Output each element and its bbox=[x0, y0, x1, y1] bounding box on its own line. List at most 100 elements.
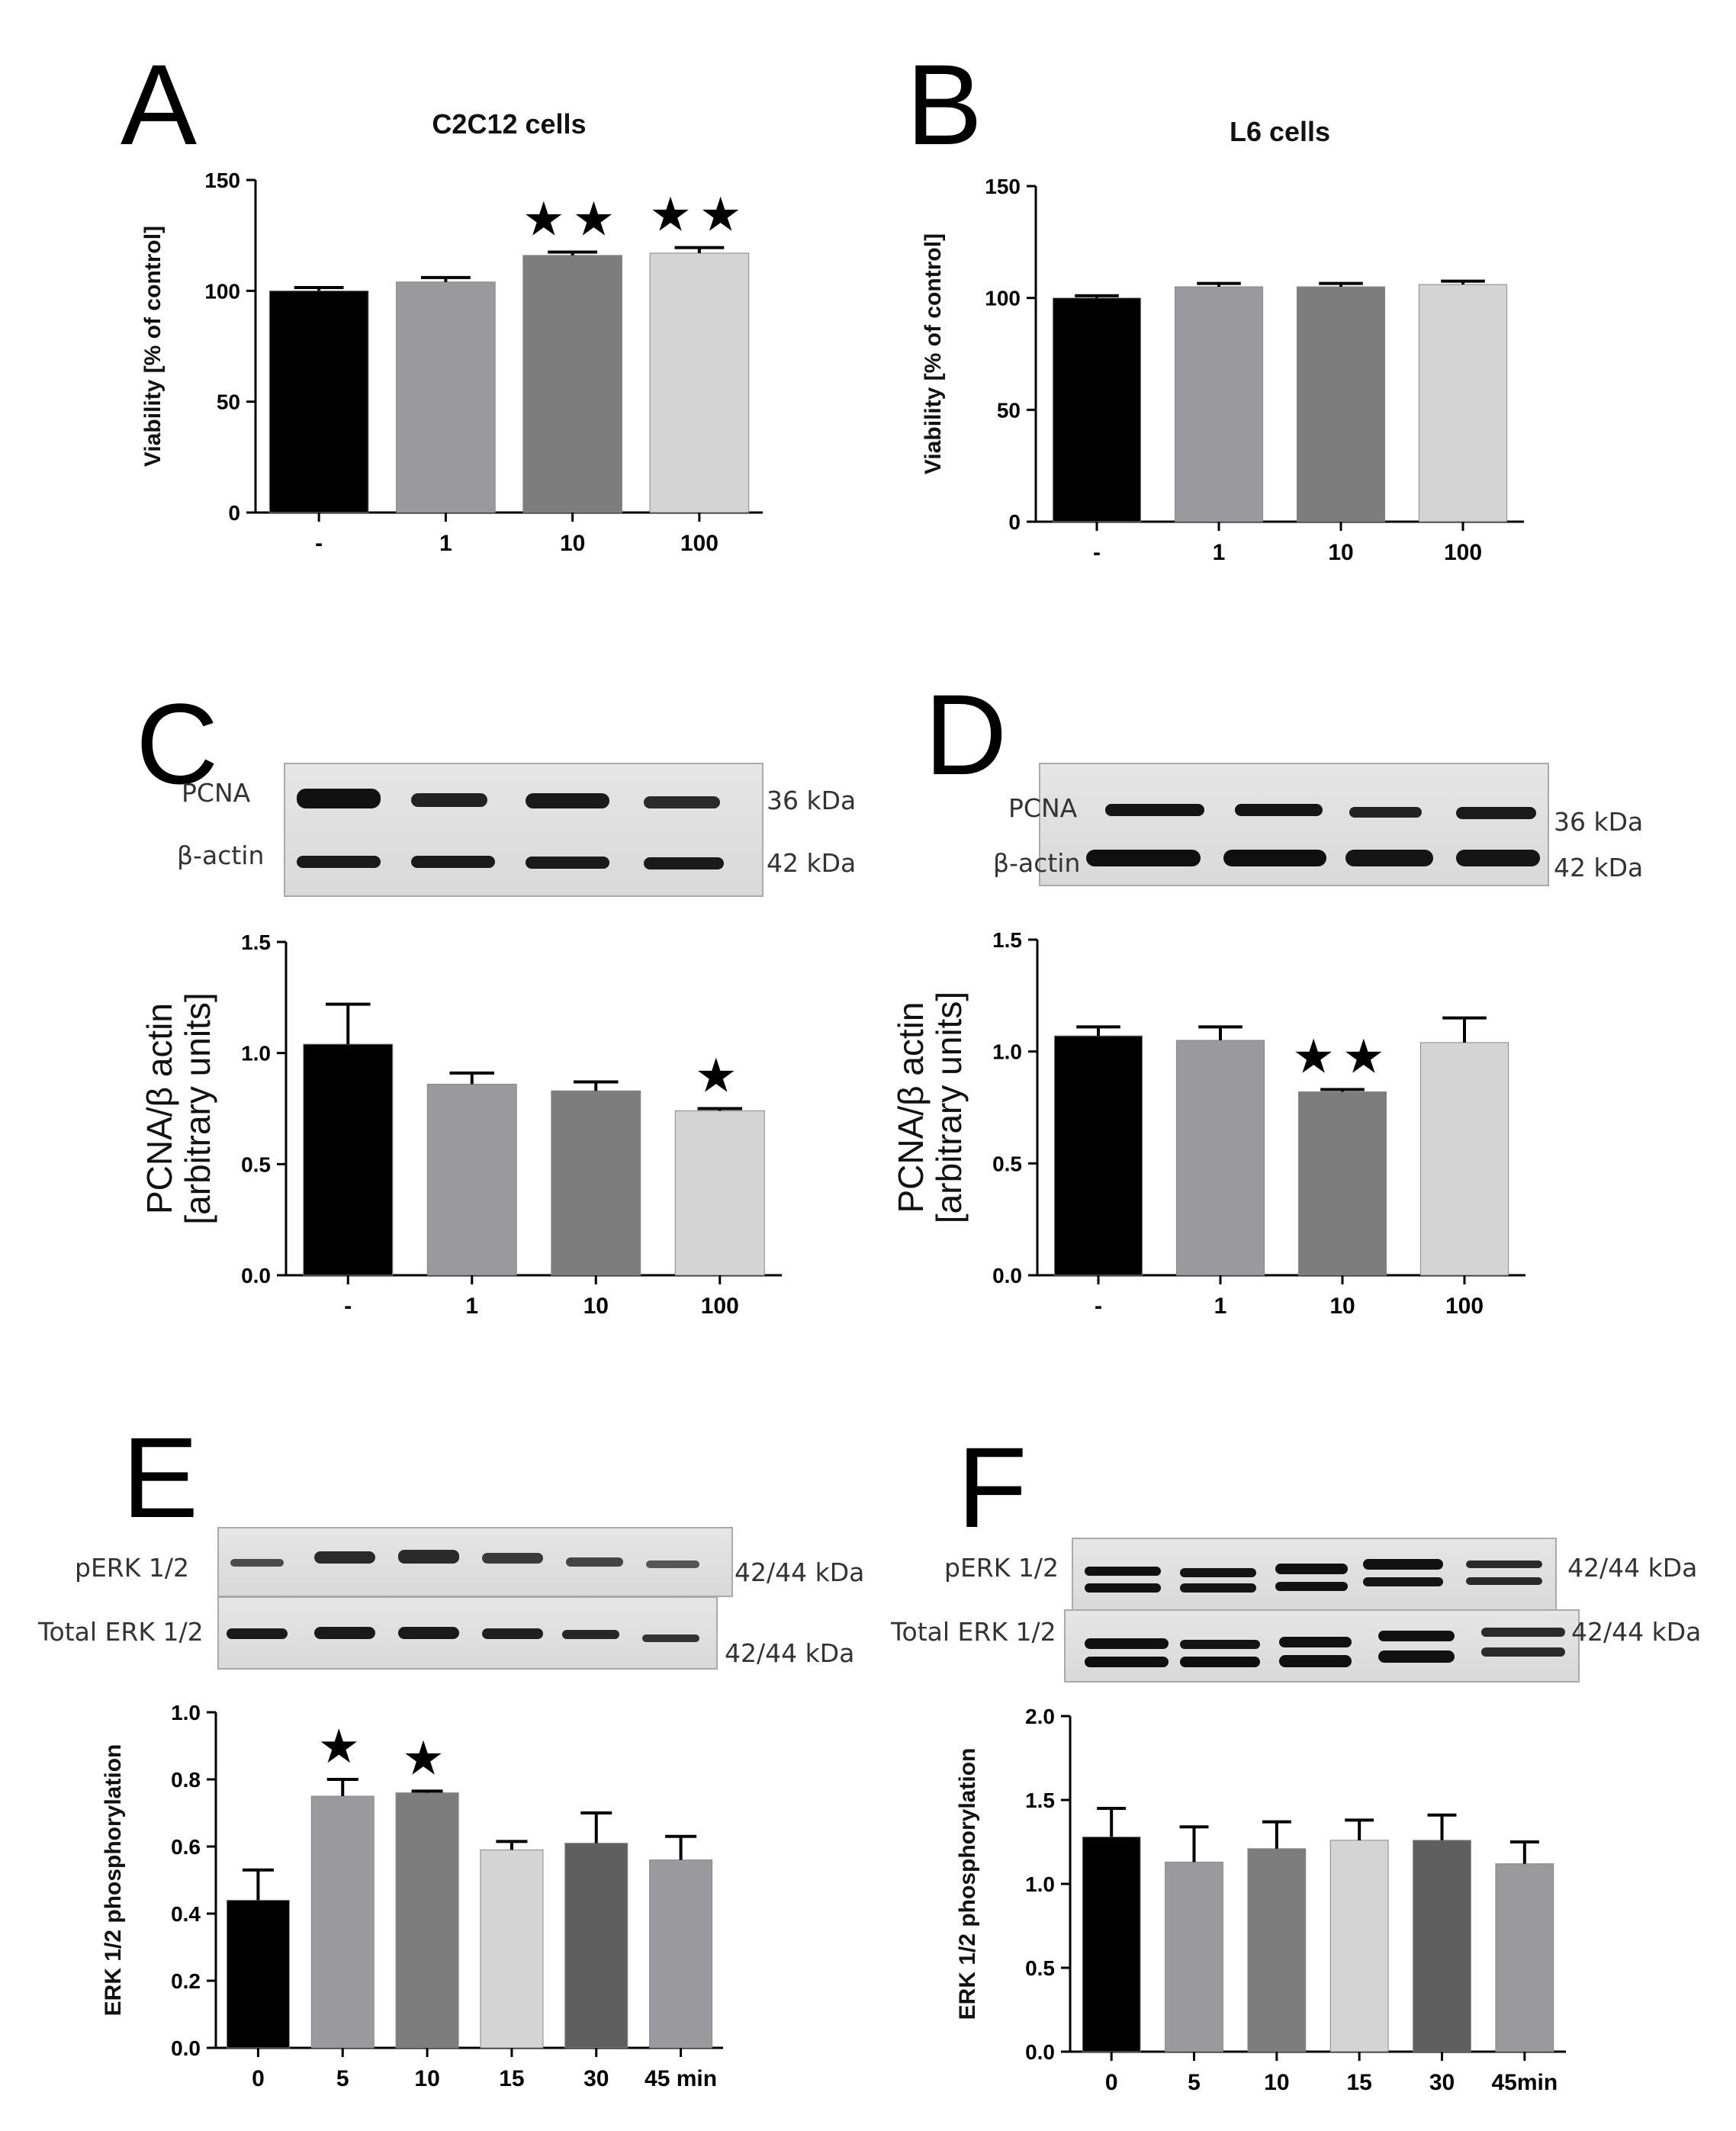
y-tick-label: 0 bbox=[228, 501, 240, 525]
y-tick-label: 50 bbox=[997, 398, 1021, 422]
panel-letter-a: A bbox=[121, 40, 198, 169]
bar bbox=[1418, 284, 1508, 522]
significance-star: ★ bbox=[402, 1732, 452, 1785]
y-tick-label: 0.0 bbox=[992, 1264, 1022, 1287]
panel-letter-e: E bbox=[122, 1413, 199, 1541]
significance-star: ★★ bbox=[1292, 1031, 1392, 1084]
y-tick-label: 1.0 bbox=[1025, 1872, 1055, 1896]
y-tick-label: 1.5 bbox=[241, 931, 271, 954]
blot-band bbox=[644, 796, 720, 808]
x-tick-label: 30 bbox=[583, 2066, 609, 2091]
y-tick-label: 0.0 bbox=[241, 1264, 271, 1287]
x-tick-label: - bbox=[315, 531, 323, 556]
x-tick-label: 1 bbox=[439, 531, 452, 556]
y-tick-label: 50 bbox=[217, 391, 240, 414]
bar bbox=[426, 1083, 517, 1276]
bar bbox=[1495, 1863, 1554, 2052]
blot-band bbox=[1363, 1559, 1443, 1570]
bar bbox=[1413, 1840, 1471, 2052]
y-tick-label: 1.5 bbox=[1025, 1789, 1055, 1812]
x-tick-label: 15 bbox=[499, 2066, 524, 2091]
blot-band bbox=[1466, 1560, 1542, 1568]
blot-image-d bbox=[1039, 763, 1549, 886]
x-tick-label: 1 bbox=[465, 1294, 478, 1319]
blot-image-e bbox=[217, 1527, 733, 1597]
blot-band bbox=[1456, 807, 1536, 819]
x-tick-label: 30 bbox=[1429, 2070, 1455, 2095]
bar bbox=[268, 290, 369, 513]
blot-band bbox=[1180, 1657, 1260, 1667]
blot-band bbox=[1085, 1638, 1169, 1649]
y-tick-label: 0.4 bbox=[171, 1902, 201, 1926]
blot-row-label: pERK 1/2 bbox=[944, 1553, 1059, 1583]
blot-image-f bbox=[1072, 1538, 1557, 1611]
bar bbox=[649, 252, 750, 513]
blot-bands-f-bottom bbox=[1085, 1628, 1565, 1667]
blot-band bbox=[411, 793, 487, 807]
blot-image-c bbox=[284, 763, 764, 897]
x-tick-label: 5 bbox=[336, 2066, 349, 2091]
blot-band bbox=[642, 1634, 699, 1642]
y-tick-label: 0.5 bbox=[241, 1152, 271, 1176]
bar bbox=[1053, 1035, 1143, 1276]
significance-star: ★★ bbox=[522, 193, 622, 246]
y-tick-label: 0.5 bbox=[1025, 1956, 1055, 1980]
blot-image-e-total bbox=[217, 1596, 718, 1670]
blot-row-label: β-actin bbox=[177, 841, 265, 870]
x-tick-label: 45min bbox=[1491, 2070, 1558, 2095]
blot-band bbox=[1180, 1640, 1260, 1649]
significance-star: ★★ bbox=[649, 189, 749, 242]
blot-band bbox=[1085, 1567, 1161, 1576]
x-tick-label: 0 bbox=[252, 2066, 265, 2091]
y-tick-label: 1.5 bbox=[992, 928, 1022, 952]
panel-letter-f: F bbox=[957, 1423, 1027, 1551]
blot-band bbox=[314, 1627, 375, 1639]
y-tick-label: 1.0 bbox=[992, 1040, 1022, 1064]
bar bbox=[396, 281, 496, 513]
blot-band bbox=[1481, 1628, 1565, 1637]
bar bbox=[649, 1859, 713, 2049]
blot-band bbox=[297, 856, 381, 868]
significance-star: ★ bbox=[695, 1050, 745, 1103]
x-tick-label: 45 min bbox=[645, 2066, 717, 2091]
y-tick-label: 0.0 bbox=[1025, 2040, 1055, 2064]
blot-bands-e-top bbox=[230, 1550, 699, 1568]
blot-band bbox=[1466, 1577, 1542, 1585]
x-tick-label: - bbox=[1093, 540, 1101, 565]
blot-row-label: β-actin bbox=[993, 848, 1081, 878]
y-tick-label: 0.5 bbox=[992, 1152, 1022, 1175]
bar bbox=[226, 1899, 290, 2049]
blot-band bbox=[482, 1628, 543, 1639]
blot-row-label: PCNA bbox=[1008, 793, 1078, 823]
bar bbox=[1175, 1040, 1265, 1276]
bar bbox=[522, 255, 622, 513]
blot-kda-label: 42 kDa bbox=[1554, 853, 1644, 882]
y-tick-label: 100 bbox=[204, 279, 240, 303]
x-tick-label: 10 bbox=[1329, 1294, 1355, 1319]
x-tick-label: 10 bbox=[1264, 2070, 1289, 2095]
y-axis-label: Viability [% of control] bbox=[921, 233, 946, 474]
blot-band bbox=[1105, 804, 1204, 816]
x-tick-label: 0 bbox=[1105, 2070, 1118, 2095]
panel-letter-c: C bbox=[136, 680, 219, 808]
blot-band bbox=[1235, 804, 1323, 816]
panel-letter-b: B bbox=[906, 40, 983, 169]
y-tick-label: 0.0 bbox=[171, 2036, 201, 2060]
blot-band bbox=[644, 857, 724, 869]
x-tick-label: 10 bbox=[414, 2066, 439, 2091]
y-tick-label: 0.8 bbox=[171, 1768, 201, 1792]
y-tick-label: 1.0 bbox=[241, 1042, 271, 1066]
blot-kda-label: 42/44 kDa bbox=[725, 1638, 855, 1668]
blot-band bbox=[1349, 807, 1422, 818]
bar bbox=[1082, 1836, 1141, 2052]
blot-band bbox=[314, 1551, 375, 1564]
blot-band bbox=[297, 789, 381, 808]
bar bbox=[1247, 1848, 1307, 2052]
y-tick-label: 0.6 bbox=[171, 1835, 201, 1859]
bar bbox=[395, 1792, 459, 2049]
bar bbox=[1052, 297, 1142, 522]
blot-band bbox=[1456, 850, 1540, 866]
blot-band bbox=[1223, 850, 1326, 866]
blot-band bbox=[227, 1628, 288, 1639]
bar bbox=[1419, 1042, 1509, 1276]
